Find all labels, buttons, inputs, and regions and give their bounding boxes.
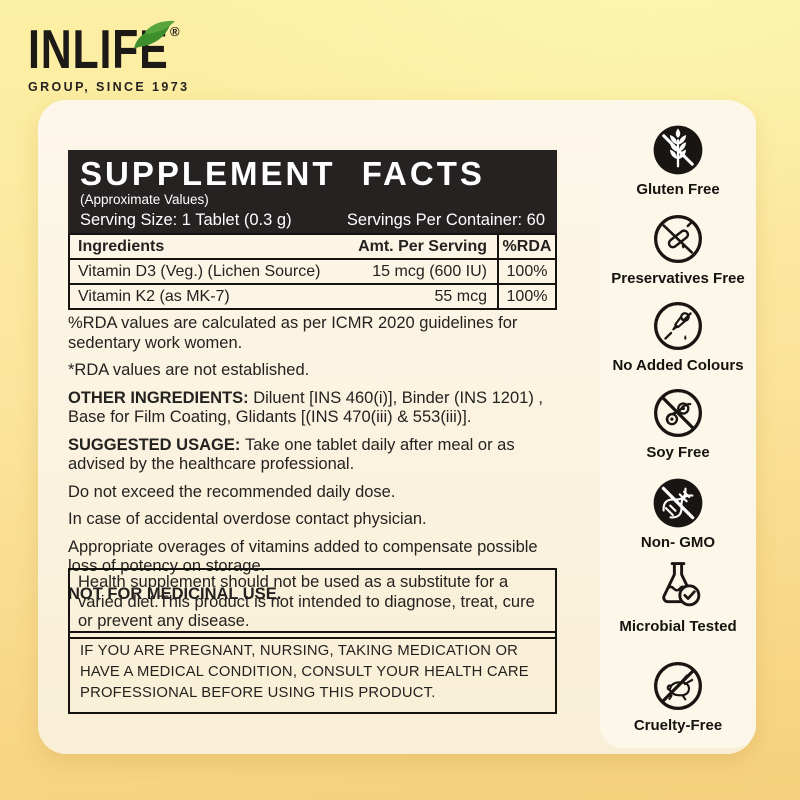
rda-note-2: *RDA values are not established. xyxy=(68,361,310,379)
ingredients-table: Ingredients Amt. Per Serving %RDA Vitami… xyxy=(68,233,557,310)
overdose-note: In case of accidental overdose contact p… xyxy=(68,510,427,528)
badge-cruelty-free: Cruelty-Free xyxy=(600,660,756,734)
ingredient-rda: 100% xyxy=(497,285,555,308)
brand-logo: INLIFE ® GROUP, SINCE 1973 xyxy=(28,18,208,94)
brand-tagline: GROUP, SINCE 1973 xyxy=(28,80,190,94)
overages-note: Appropriate overages of vitamins added t… xyxy=(68,537,538,576)
table-header-row: Ingredients Amt. Per Serving %RDA xyxy=(70,235,555,258)
badge-microbial-tested: Microbial Tested xyxy=(600,559,756,635)
badge-preservatives-free: Preservatives Free xyxy=(600,213,756,287)
ingredient-amount: 15 mcg (600 IU) xyxy=(372,262,487,280)
serving-size: Serving Size: 1 Tablet (0.3 g) xyxy=(80,210,292,229)
badge-label: Preservatives Free xyxy=(611,270,745,287)
supplement-facts-header: SUPPLEMENT FACTS (Approximate Values) Se… xyxy=(68,150,557,233)
servings-per-container: Servings Per Container: 60 xyxy=(346,210,545,229)
badge-no-added-colours: No Added Colours xyxy=(600,300,756,374)
ingredient-rda: 100% xyxy=(497,260,555,283)
col-amount: Amt. Per Serving xyxy=(358,237,487,255)
badge-label: Soy Free xyxy=(646,444,710,461)
brand-logo-text: INLIFE xyxy=(28,18,169,80)
other-ingredients: OTHER INGREDIENTS: Diluent [INS 460(i)],… xyxy=(68,389,562,428)
approximate-values-note: (Approximate Values) xyxy=(80,191,209,207)
supplement-facts-title: SUPPLEMENT FACTS xyxy=(80,155,485,192)
table-row: Vitamin D3 (Veg.) (Lichen Source) 15 mcg… xyxy=(70,258,555,283)
preservatives-free-icon xyxy=(654,215,702,263)
suggested-usage-label: SUGGESTED USAGE: xyxy=(68,435,245,454)
other-ingredients-text: Diluent [INS 460(i)], Binder (INS 1201) … xyxy=(68,388,543,427)
soy-free-icon xyxy=(654,389,702,437)
suggested-usage: SUGGESTED USAGE: Take one tablet daily a… xyxy=(68,436,562,475)
rda-note: %RDA values are calculated as per ICMR 2… xyxy=(68,314,518,352)
badge-gluten-free: Gluten Free xyxy=(600,124,756,198)
badge-label: Cruelty-Free xyxy=(633,717,723,734)
badge-column-panel xyxy=(600,103,756,748)
table-row: Vitamin K2 (as MK-7) 55 mcg 100% xyxy=(70,283,555,308)
badge-soy-free: Soy Free xyxy=(600,387,756,461)
badge-label: Non- GMO xyxy=(640,534,716,551)
col-rda: %RDA xyxy=(497,235,555,258)
not-for-medicinal-use: NOT FOR MEDICINAL USE. xyxy=(68,584,282,603)
no-added-colours-icon xyxy=(654,302,702,350)
badge-label: Gluten Free xyxy=(636,181,720,198)
other-ingredients-label: OTHER INGREDIENTS: xyxy=(68,388,254,407)
gluten-free-icon xyxy=(653,125,703,175)
non-gmo-icon xyxy=(653,478,703,528)
ingredient-amount: 55 mcg xyxy=(434,287,487,305)
badge-non-gmo: Non- GMO xyxy=(600,477,756,551)
ingredient-name: Vitamin D3 (Veg.) (Lichen Source) xyxy=(78,262,321,280)
leaf-icon xyxy=(134,20,175,49)
label-notes: %RDA values are calculated as per ICMR 2… xyxy=(68,314,562,612)
cruelty-free-icon xyxy=(654,662,702,710)
ingredient-name: Vitamin K2 (as MK-7) xyxy=(78,287,230,305)
col-ingredients: Ingredients xyxy=(78,237,165,255)
dose-note: Do not exceed the recommended daily dose… xyxy=(68,482,396,501)
badge-label: Microbial Tested xyxy=(619,618,737,635)
microbial-tested-icon xyxy=(662,562,701,607)
pregnancy-warning-box: IF YOU ARE PREGNANT, NURSING, TAKING MED… xyxy=(68,631,557,714)
disclaimer-box: Health supplement should not be used as … xyxy=(68,568,557,639)
suggested-usage-text: Take one tablet daily after meal or as a… xyxy=(68,435,515,474)
registered-mark: ® xyxy=(170,24,180,39)
badge-label: No Added Colours xyxy=(612,357,744,374)
